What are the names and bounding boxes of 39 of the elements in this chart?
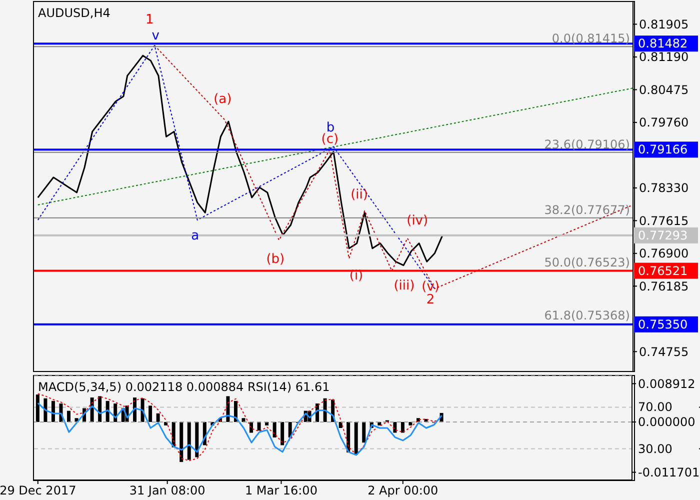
y-tick-label: 0.81190 [639,50,689,64]
chart-title: MACD(5,34,5) 0.002118 0.000884 RSI(14) 61.61 [38,380,330,394]
ref-line-label: 0.76521 [638,264,688,278]
y-tick-label: 0.76900 [639,246,689,261]
annotation: 61.8(0.75368) [544,308,630,323]
chart-title: AUDUSD,H4 [38,6,110,20]
ref-line-label: 0.75350 [638,317,688,332]
x-tick-label: 29 Dec 2017 [0,484,76,498]
annotation: (iv) [406,214,428,229]
y-tick-label: 0.77615 [639,214,689,228]
annotation: 2 [426,292,435,308]
annotation: (ii) [350,187,368,202]
y2-tick-label: 30.00 [638,442,672,456]
annotation: 50.0(0.76523) [544,256,630,270]
y-tick-label: 0.78330 [639,181,689,196]
ref-line-label: 0.79166 [638,142,688,157]
annotation: v [152,28,160,44]
annotation: (v) [422,279,440,294]
annotation: (a) [214,92,232,107]
y-tick-label: 0.76185 [639,279,689,294]
annotation: 23.6(0.79106) [544,137,630,152]
annotation: 1 [145,12,154,28]
x-tick-label: 2 Apr 00:00 [368,484,438,498]
y-tick-label: -0.011701 [638,466,700,480]
annotation: 0.0(0.81415) [552,32,630,46]
y2-tick-label: 70.00 [638,400,672,414]
x-tick-label: 1 Mar 16:00 [244,484,318,498]
y-tick-label: 0.74755 [639,344,689,359]
ref-line-label: 0.81482 [638,36,688,51]
y-tick-label: 0.81905 [639,17,689,32]
annotation: (iii) [394,278,415,294]
y-tick-label: 0.80475 [639,82,689,97]
y-tick-label: 0.008912 [638,376,696,391]
y-tick-label: 0.79760 [639,116,689,130]
annotation: a [191,228,200,244]
y-tick-label: 0.000000 [638,415,696,430]
x-tick-label: 31 Jan 08:00 [129,484,206,498]
annotation: (b) [266,252,285,268]
ref-line-label: 0.77293 [638,228,688,242]
